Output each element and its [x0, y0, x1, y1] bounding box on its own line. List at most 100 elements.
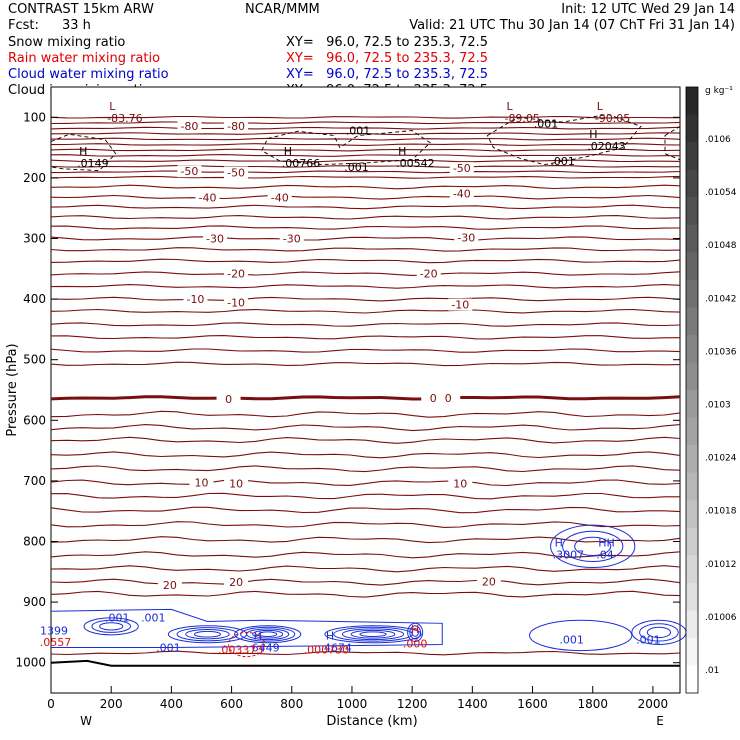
temperature-contour-label: -10: [227, 297, 245, 310]
label-backdrop: [449, 162, 474, 175]
temperature-contour-label: 20: [229, 576, 243, 589]
temperature-contour-line: [50, 424, 681, 432]
temperature-contour-line: [50, 194, 681, 200]
temperature-contour-label: -30: [206, 233, 224, 246]
contour-annotation: .000: [403, 637, 428, 650]
label-backdrop: [449, 187, 474, 200]
y-tick-label: 900: [23, 595, 46, 609]
label-backdrop: [224, 576, 249, 589]
zero-degree-contour: [50, 395, 681, 401]
cloud-water-contour: [258, 631, 278, 638]
temperature-contour-line: [50, 590, 681, 598]
extremum-value: 6449: [252, 642, 280, 655]
temperature-contour-line: [50, 247, 681, 252]
x-tick-label: 1400: [457, 697, 488, 711]
label-backdrop: [157, 579, 182, 592]
colorbar-cell: [686, 637, 698, 666]
label-backdrop: [448, 298, 473, 311]
contour-annotation: .000730: [304, 643, 350, 656]
cloud-water-contour: [411, 628, 419, 637]
cloud-water-contour: [350, 629, 396, 639]
colorbar: g kg⁻¹ .0106 .01054 .01048 .01042 .01036 .010…: [685, 86, 737, 694]
x-tick-label: 200: [100, 697, 123, 711]
colorbar-cell: [686, 445, 698, 474]
cloud-water-contour: [359, 631, 387, 638]
temperature-contour-label: 20: [163, 579, 177, 592]
label-backdrop: [224, 267, 249, 280]
cloud-ice-contour: [486, 113, 642, 166]
temperature-contour-label: -10: [186, 293, 204, 306]
temperature-contour-line: [50, 506, 681, 514]
temperature-contour-line: [50, 143, 681, 146]
label-backdrop: [448, 477, 473, 490]
label-backdrop: [224, 296, 249, 309]
temperature-contour-label: -50: [227, 166, 245, 179]
cloud-water-contour: [550, 524, 636, 569]
temperature-contour-label: -50: [453, 162, 471, 175]
cloud-water-contour: [193, 630, 222, 638]
colorbar-cell: [686, 169, 698, 198]
colorbar-cell: [686, 472, 698, 501]
y-tick-label: 200: [23, 171, 46, 185]
temperature-contour-label: 10: [229, 477, 243, 490]
temperature-contour-line: [50, 215, 681, 220]
temperature-contour-label: -40: [271, 191, 289, 204]
field-xy-cloud-water: XY= 96.0, 72.5 to 235.3, 72.5: [286, 67, 488, 82]
extremum-value: 4674: [324, 642, 352, 655]
cloud-water-contour: [324, 625, 422, 644]
y-tick-label: 400: [23, 292, 46, 306]
extrema-markers: L-83.76L-89.05L-90.05H.0149H.00766H.0054…: [77, 100, 630, 655]
cloud-water-contour: [83, 617, 139, 636]
cloud-water-contour: [562, 530, 624, 562]
fcst-value: 33 h: [62, 18, 91, 33]
cloud-water-contour: [341, 628, 405, 641]
extremum-value: .00542: [396, 157, 435, 170]
cloud-water-contour: [91, 619, 132, 633]
extremum-value: .3007: [553, 548, 585, 561]
extremum-marker: L: [597, 100, 604, 113]
org-label: NCAR/MMM: [245, 2, 320, 17]
temperature-contour-line: [50, 536, 681, 544]
field-xy-snow: XY= 96.0, 72.5 to 235.3, 72.5: [286, 35, 488, 50]
temperature-contour-label: -20: [227, 268, 245, 281]
temperature-contour-line: [50, 492, 680, 500]
colorbar-cell: [686, 334, 698, 363]
extremum-marker: H: [589, 128, 597, 141]
contour-annotation: 1399: [40, 625, 68, 638]
temperature-contour-line: [50, 121, 681, 125]
extremum-marker: L: [109, 100, 116, 113]
temperature-contour-line: [50, 551, 681, 559]
extremum-marker: H: [326, 630, 334, 643]
temperature-contour-line: [50, 204, 681, 210]
temperature-contour-line: [50, 348, 681, 353]
x-end-label-east: E: [656, 714, 664, 728]
field-xy-rain: XY= 96.0, 72.5 to 235.3, 72.5: [286, 51, 488, 66]
colorbar-cell: [686, 582, 698, 611]
temperature-contour-label: -50: [180, 165, 198, 178]
temperature-contour-label: 0: [445, 392, 452, 405]
cloud-water-contours: [50, 524, 687, 658]
label-backdrop: [224, 166, 249, 179]
temperature-contour-label: 10: [194, 477, 208, 490]
temperature-contour-label: -30: [457, 231, 475, 244]
colorbar-label: .01012: [705, 560, 737, 570]
cloud-water-contour: [252, 629, 284, 639]
cloud-ice-contour: [50, 133, 117, 172]
label-backdrop: [177, 119, 202, 132]
contour-annotation: .001: [534, 117, 559, 130]
temperature-contour-label: -20: [420, 268, 438, 281]
label-backdrop: [454, 231, 479, 244]
temperature-contour-line: [50, 451, 681, 459]
x-tick-label: 1600: [517, 697, 548, 711]
cloud-water-contour: [185, 629, 230, 640]
cloud-water-contour: [574, 536, 612, 556]
label-backdrop: [195, 191, 220, 204]
fcst-label: Fcst:: [8, 18, 39, 33]
temperature-contour-line: [50, 296, 681, 302]
contour-annotation: .001: [141, 611, 166, 624]
colorbar-cell: [686, 417, 698, 446]
extremum-value: .04: [596, 548, 614, 561]
colorbar-cell: [686, 114, 698, 143]
contour-annotations: .001 .001 .001 .001 .001 .001 .001 .001 .001 1399…: [40, 117, 661, 656]
